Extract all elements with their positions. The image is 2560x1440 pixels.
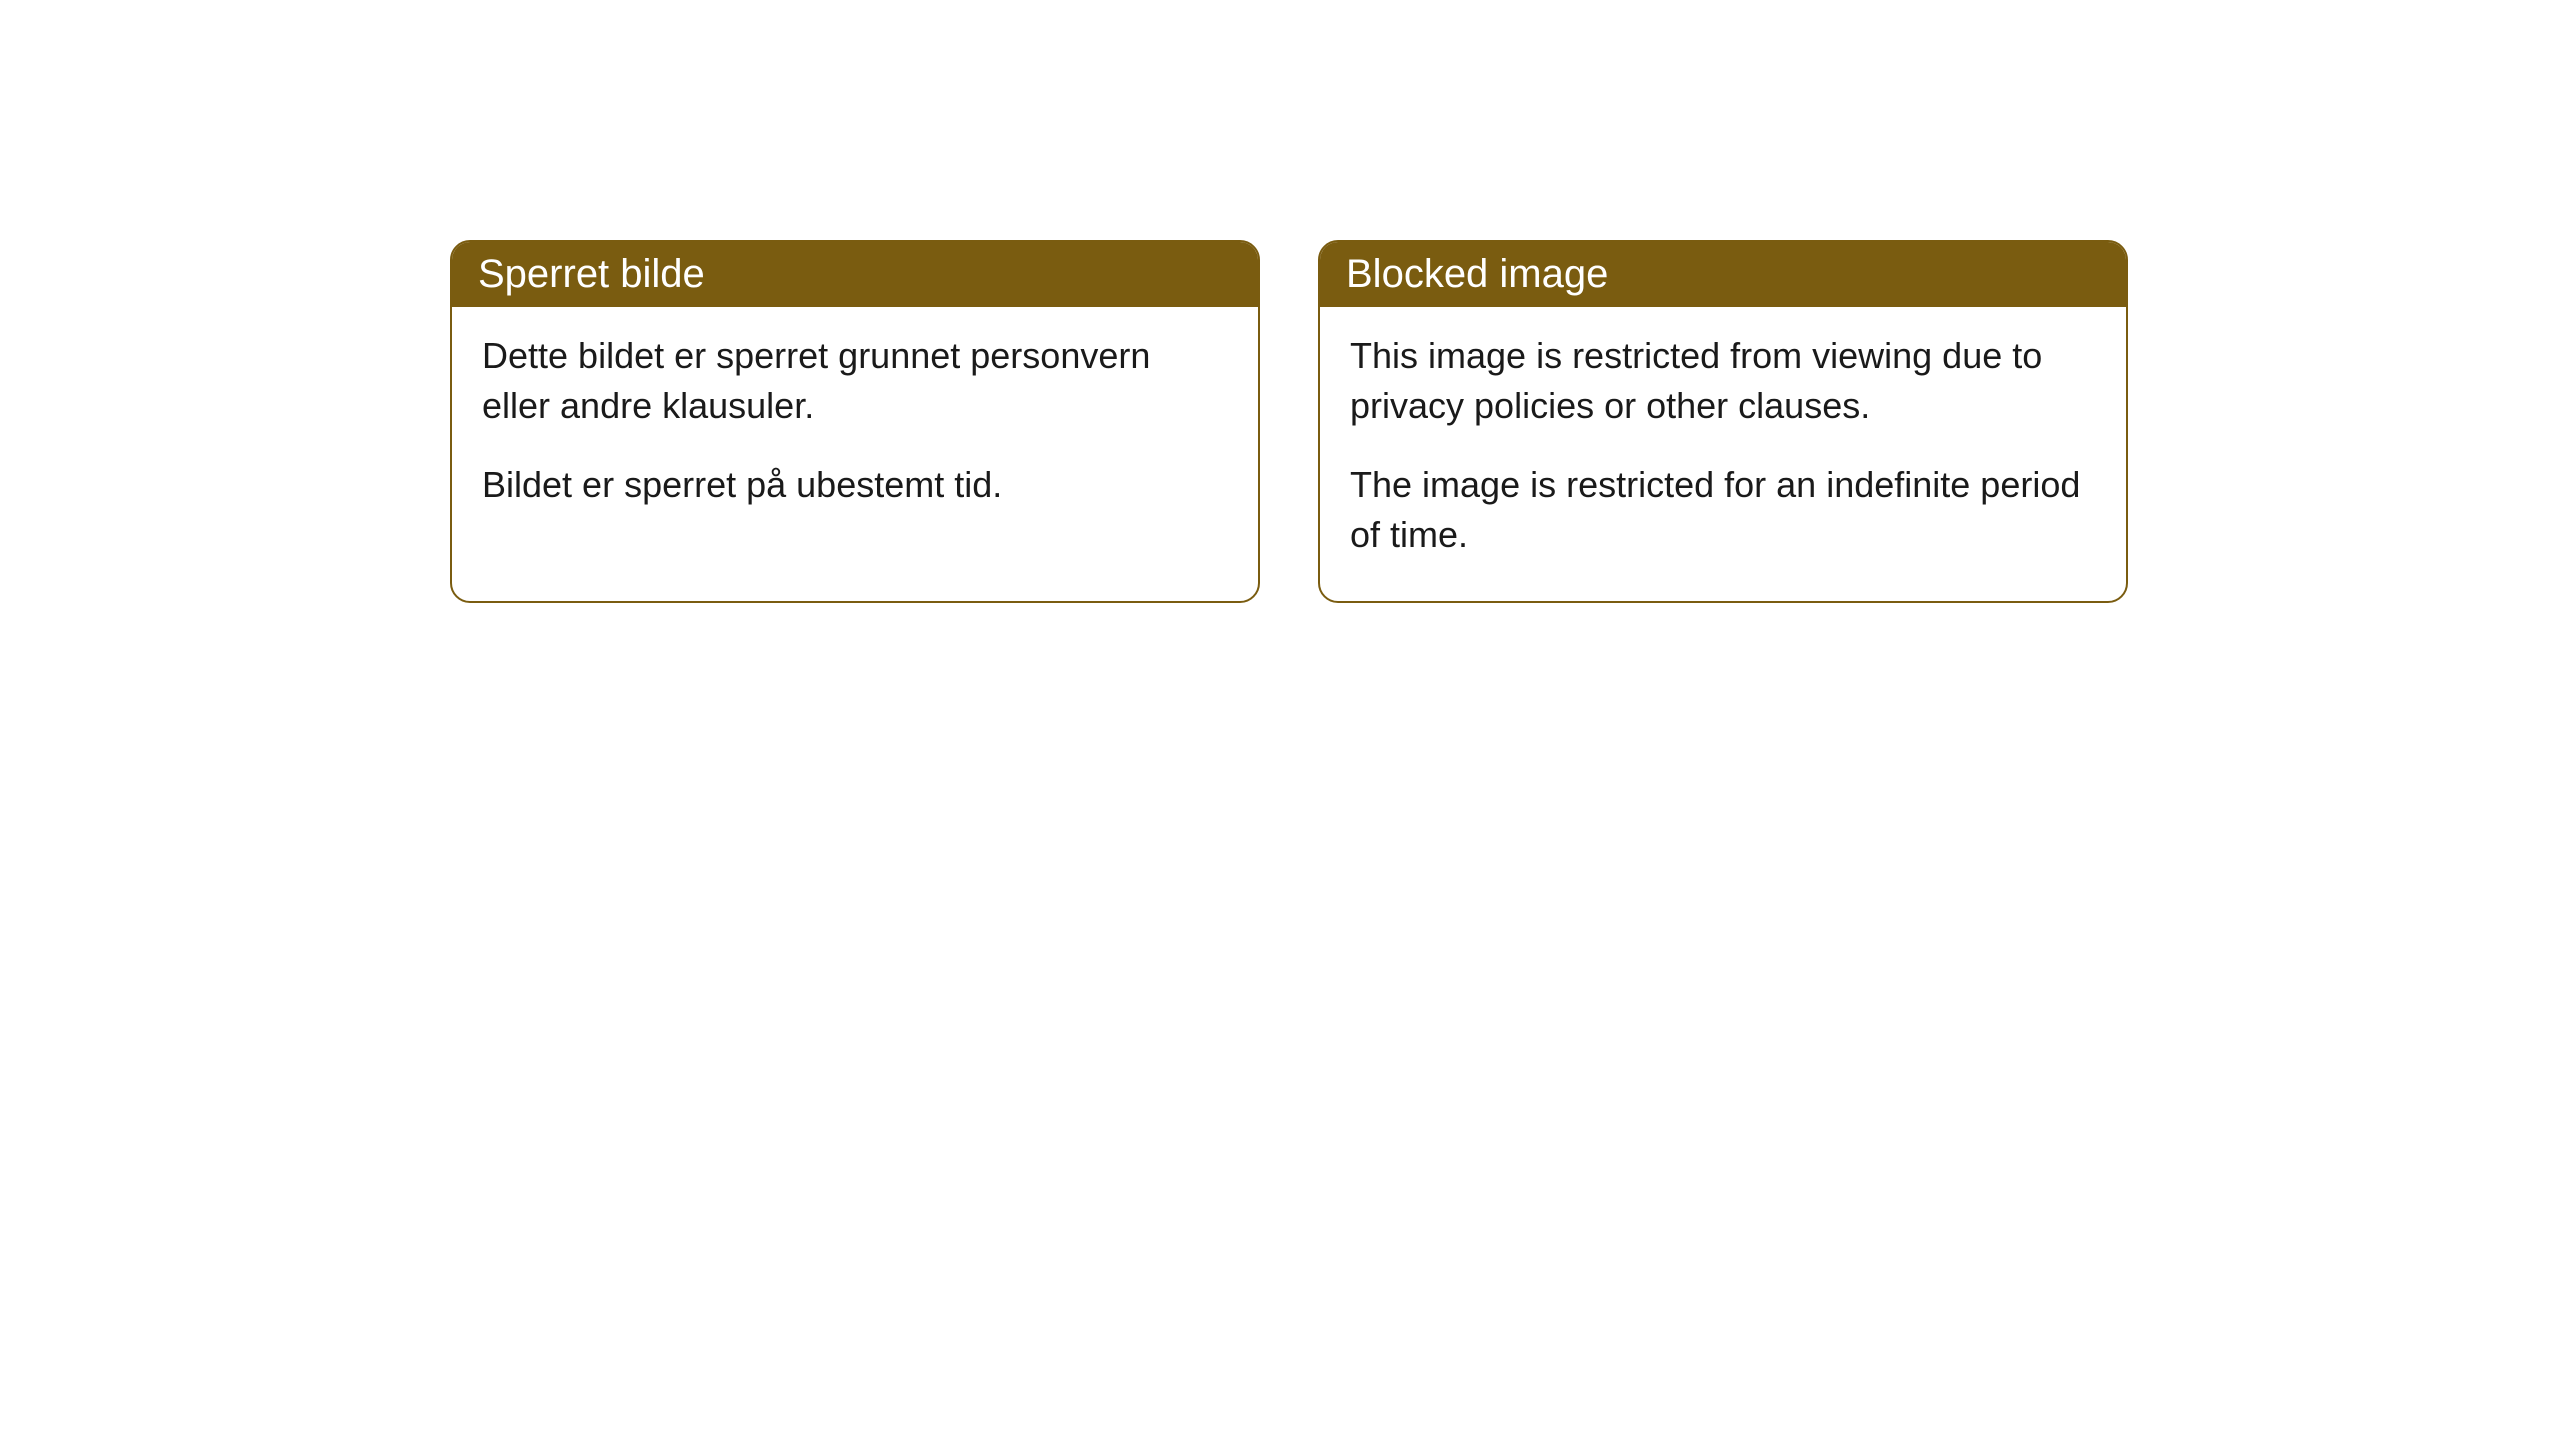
card-header-norwegian: Sperret bilde: [452, 242, 1258, 307]
card-header-english: Blocked image: [1320, 242, 2126, 307]
card-body-english: This image is restricted from viewing du…: [1320, 307, 2126, 601]
blocked-image-card-english: Blocked image This image is restricted f…: [1318, 240, 2128, 603]
card-paragraph-1-english: This image is restricted from viewing du…: [1350, 331, 2096, 432]
card-paragraph-1-norwegian: Dette bildet er sperret grunnet personve…: [482, 331, 1228, 432]
cards-container: Sperret bilde Dette bildet er sperret gr…: [450, 240, 2128, 603]
blocked-image-card-norwegian: Sperret bilde Dette bildet er sperret gr…: [450, 240, 1260, 603]
card-paragraph-2-norwegian: Bildet er sperret på ubestemt tid.: [482, 460, 1228, 510]
card-paragraph-2-english: The image is restricted for an indefinit…: [1350, 460, 2096, 561]
card-body-norwegian: Dette bildet er sperret grunnet personve…: [452, 307, 1258, 550]
